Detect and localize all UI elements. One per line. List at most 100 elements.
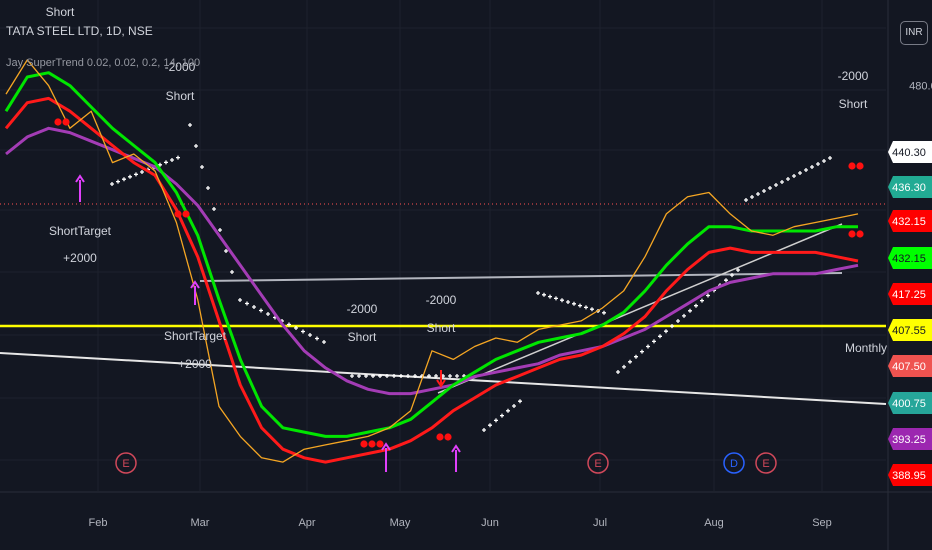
supertrend-point bbox=[315, 336, 319, 341]
annotation-text: Short bbox=[427, 321, 456, 335]
supertrend-point bbox=[392, 374, 396, 378]
annotation-text: Short bbox=[839, 97, 868, 111]
price-tag bbox=[888, 283, 932, 305]
supertrend-point bbox=[406, 374, 410, 378]
supertrend-point bbox=[676, 319, 680, 323]
signal-dot bbox=[848, 230, 856, 238]
signal-dot bbox=[436, 433, 444, 441]
price-tag-label: 432.15 bbox=[892, 216, 926, 228]
supertrend-point bbox=[664, 329, 668, 334]
supertrend-point bbox=[110, 182, 114, 186]
supertrend-point bbox=[434, 374, 438, 378]
supertrend-point bbox=[670, 324, 674, 329]
supertrend-point bbox=[798, 171, 802, 175]
annotation-text: -2000 bbox=[838, 69, 869, 83]
supertrend-point bbox=[212, 207, 216, 211]
annotation-text: +2000 bbox=[178, 357, 212, 371]
supertrend-point bbox=[658, 334, 662, 339]
supertrend-point bbox=[512, 404, 516, 408]
supertrend-point bbox=[736, 268, 740, 272]
event-label: E bbox=[122, 458, 129, 470]
signal-dot bbox=[360, 440, 368, 448]
supertrend-point bbox=[828, 156, 832, 160]
signal-dot bbox=[848, 162, 856, 170]
ma-red-line bbox=[4, 96, 859, 464]
supertrend-point bbox=[427, 374, 431, 378]
supertrend-point bbox=[116, 179, 120, 184]
price-tag-label: 440.30 bbox=[892, 147, 926, 159]
supertrend-point bbox=[301, 329, 305, 334]
signal-dot bbox=[182, 210, 190, 218]
supertrend-point bbox=[218, 228, 222, 232]
supertrend-point bbox=[724, 278, 728, 283]
supertrend-point bbox=[744, 198, 748, 202]
annotation-text: Short bbox=[46, 5, 75, 19]
supertrend-point bbox=[792, 174, 796, 178]
supertrend-point bbox=[706, 293, 710, 298]
supertrend-point bbox=[350, 374, 354, 378]
event-marker bbox=[115, 452, 137, 474]
supertrend-point bbox=[566, 300, 570, 304]
supertrend-point bbox=[804, 168, 808, 172]
supertrend-point bbox=[730, 273, 734, 278]
supertrend-point bbox=[164, 160, 168, 165]
x-tick-label: Jun bbox=[481, 517, 499, 529]
price-tag bbox=[888, 428, 932, 450]
annotation-text: -2000 bbox=[426, 293, 457, 307]
supertrend-point bbox=[646, 344, 650, 349]
supertrend-point bbox=[700, 298, 704, 303]
supertrend-point bbox=[482, 428, 486, 432]
signal-dot bbox=[54, 118, 62, 126]
indicator-title: Jay SuperTrend 0.02, 0.02, 0.2, 14, 100 bbox=[6, 57, 201, 69]
event-marker bbox=[587, 452, 609, 474]
supertrend-point bbox=[634, 354, 638, 359]
x-tick-label: Apr bbox=[298, 517, 315, 529]
price-tag-label: 407.55 bbox=[892, 325, 926, 337]
supertrend-point bbox=[245, 301, 249, 306]
currency-button[interactable]: INR bbox=[900, 21, 928, 45]
price-tag bbox=[888, 464, 932, 486]
supertrend-point bbox=[652, 339, 656, 344]
short-arrow bbox=[436, 370, 446, 388]
annotation-text: ShortTarget bbox=[49, 224, 112, 238]
annotation-text: Short bbox=[166, 89, 195, 103]
y-tick-label: 480.00 bbox=[909, 81, 932, 93]
supertrend-point bbox=[455, 374, 459, 378]
supertrend-point bbox=[378, 374, 382, 378]
supertrend-point bbox=[122, 177, 126, 182]
supertrend-point bbox=[822, 159, 826, 163]
supertrend-point bbox=[750, 195, 754, 199]
supertrend-point bbox=[816, 162, 820, 166]
x-tick-label: Aug bbox=[704, 517, 724, 529]
x-tick-label: Feb bbox=[89, 517, 108, 529]
supertrend-point bbox=[694, 303, 698, 308]
supertrend-point bbox=[322, 340, 326, 344]
x-tick-label: Jul bbox=[593, 517, 607, 529]
target-arrow-head bbox=[75, 174, 85, 183]
supertrend-point bbox=[230, 270, 234, 274]
supertrend-point bbox=[578, 303, 582, 308]
supertrend-point bbox=[548, 294, 552, 299]
x-tick-label: Sep bbox=[812, 517, 832, 529]
signal-dot bbox=[856, 230, 864, 238]
price-tag bbox=[888, 319, 932, 341]
price-tag bbox=[888, 355, 932, 377]
target-arrow-head bbox=[381, 442, 391, 451]
price-tag-label: 393.25 bbox=[892, 434, 926, 446]
signal-dot bbox=[444, 433, 452, 441]
supertrend-point bbox=[688, 308, 692, 313]
supertrend-point bbox=[308, 333, 312, 337]
price-tag bbox=[888, 247, 932, 269]
trend-line-mid bbox=[199, 272, 843, 282]
price-tag-label: 417.25 bbox=[892, 289, 926, 301]
supertrend-point bbox=[572, 301, 576, 306]
supertrend-point bbox=[200, 165, 204, 169]
signal-dot bbox=[174, 210, 182, 218]
supertrend-point bbox=[140, 170, 144, 174]
price-tag-label: 407.50 bbox=[892, 361, 926, 373]
price-tag bbox=[888, 210, 932, 232]
signal-dot bbox=[368, 440, 376, 448]
supertrend-point bbox=[224, 249, 228, 253]
price-tag bbox=[888, 176, 932, 198]
